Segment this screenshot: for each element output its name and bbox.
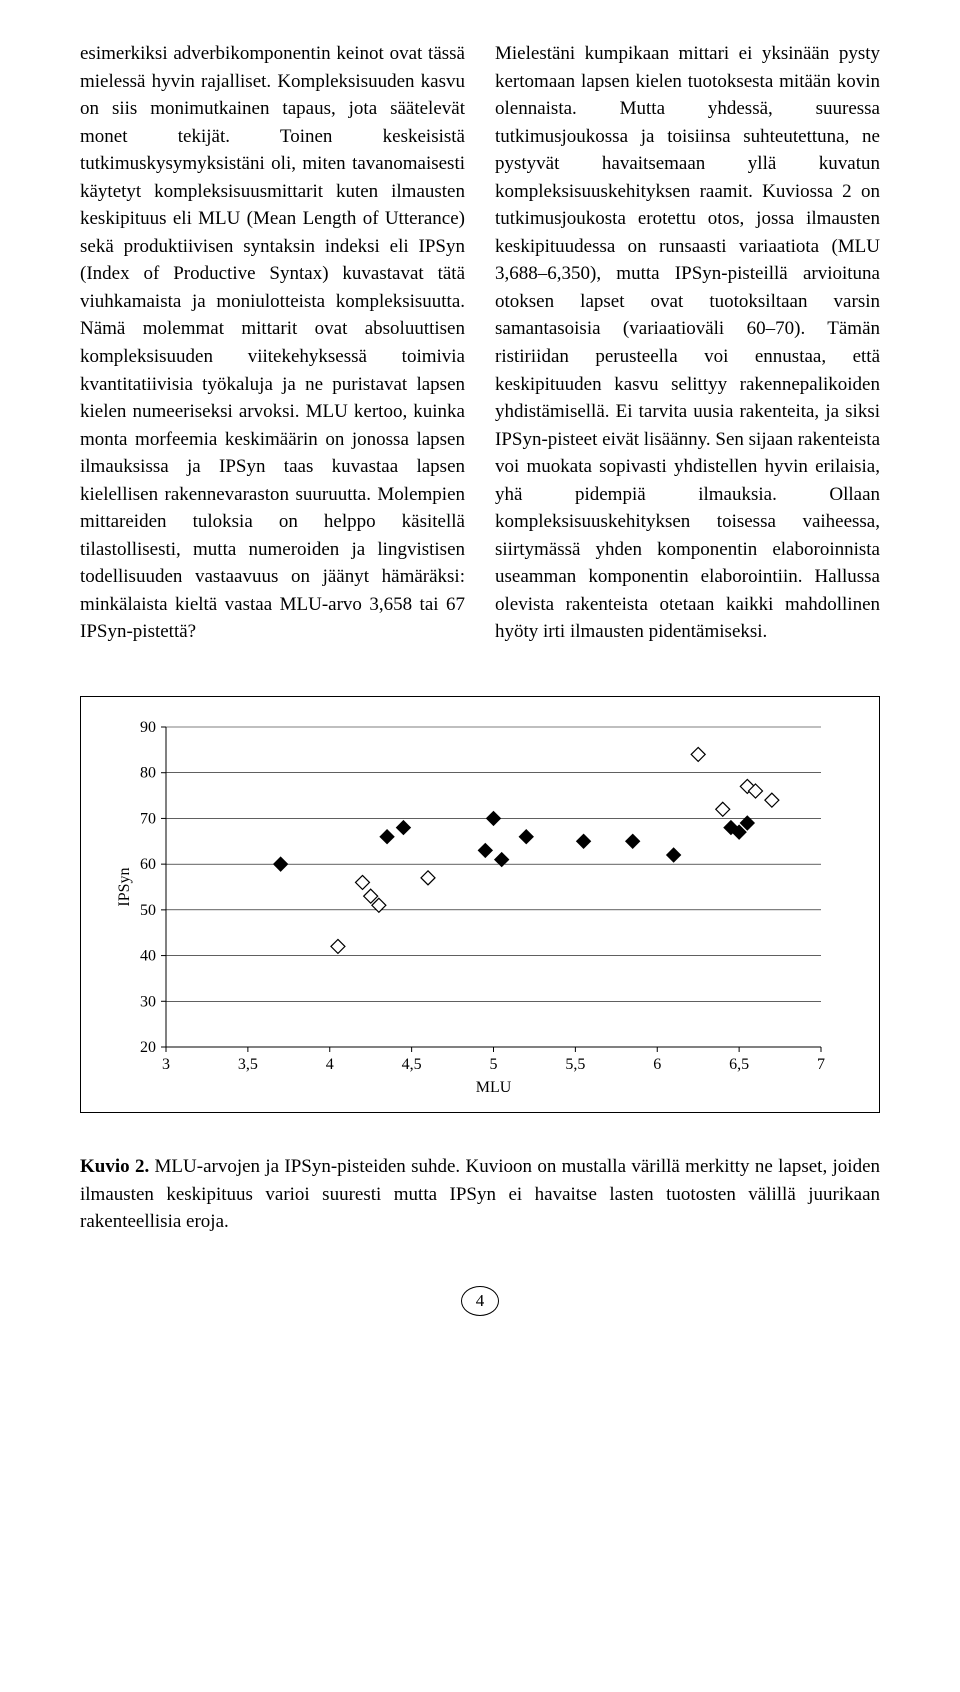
body-text-columns: esimerkiksi adverbikomponentin keinot ov… bbox=[80, 40, 880, 646]
svg-text:80: 80 bbox=[140, 765, 156, 782]
page-number: 4 bbox=[461, 1286, 499, 1316]
figure-2-container: 20 30 40 50 60 70 80 90 3 3,5 4 4,5 5 5,5 6 6,5 7 IPSyn ML… bbox=[80, 696, 880, 1113]
svg-text:6: 6 bbox=[653, 1056, 661, 1073]
svg-text:30: 30 bbox=[140, 993, 156, 1010]
svg-text:5: 5 bbox=[490, 1056, 498, 1073]
svg-text:IPSyn: IPSyn bbox=[116, 867, 133, 906]
svg-text:90: 90 bbox=[140, 719, 156, 736]
svg-text:40: 40 bbox=[140, 948, 156, 965]
svg-text:6,5: 6,5 bbox=[729, 1056, 749, 1073]
scatter-chart-svg: 20 30 40 50 60 70 80 90 3 3,5 4 4,5 5 5,5 6 6,5 7 IPSyn ML… bbox=[111, 717, 831, 1097]
figure-2-caption: Kuvio 2. MLU-arvojen ja IPSyn-pisteiden … bbox=[80, 1153, 880, 1236]
svg-text:3: 3 bbox=[162, 1056, 170, 1073]
svg-text:5,5: 5,5 bbox=[565, 1056, 585, 1073]
column-2-text: Mielestäni kumpikaan mittari ei yksinään… bbox=[495, 40, 880, 646]
caption-text: MLU-arvojen ja IPSyn-pisteiden suhde. Ku… bbox=[80, 1156, 880, 1232]
svg-text:3,5: 3,5 bbox=[238, 1056, 258, 1073]
svg-text:60: 60 bbox=[140, 856, 156, 873]
svg-text:4: 4 bbox=[326, 1056, 334, 1073]
svg-text:4,5: 4,5 bbox=[402, 1056, 422, 1073]
column-1-text: esimerkiksi adverbikomponentin keinot ov… bbox=[80, 40, 465, 646]
scatter-chart: 20 30 40 50 60 70 80 90 3 3,5 4 4,5 5 5,5 6 6,5 7 IPSyn ML… bbox=[111, 717, 849, 1097]
svg-text:7: 7 bbox=[817, 1056, 825, 1073]
svg-text:70: 70 bbox=[140, 810, 156, 827]
svg-text:20: 20 bbox=[140, 1039, 156, 1056]
svg-text:MLU: MLU bbox=[476, 1079, 512, 1096]
svg-text:50: 50 bbox=[140, 902, 156, 919]
page-number-container: 4 bbox=[80, 1286, 880, 1316]
caption-label: Kuvio 2. bbox=[80, 1156, 149, 1177]
page: esimerkiksi adverbikomponentin keinot ov… bbox=[0, 0, 960, 1376]
